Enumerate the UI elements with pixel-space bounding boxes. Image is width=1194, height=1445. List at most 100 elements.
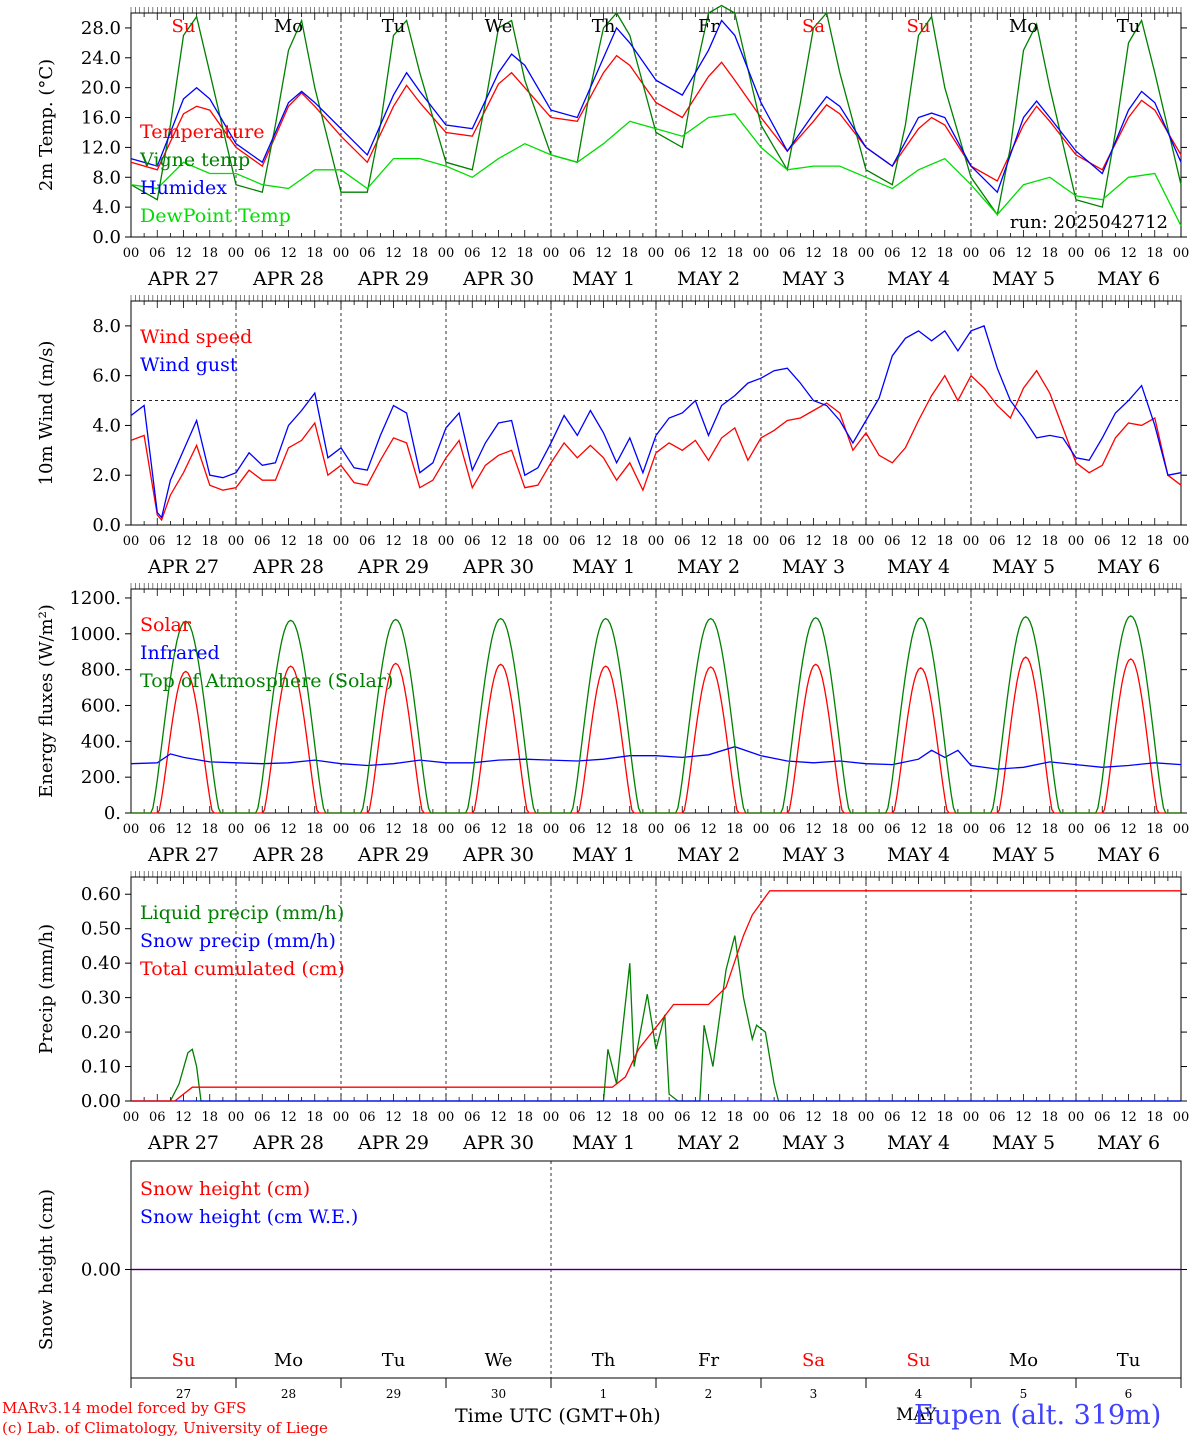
x-hour-label: 00 <box>963 822 980 837</box>
x-hour-label: 12 <box>1015 822 1032 837</box>
series-line-humidex <box>130 19 1182 194</box>
x-hour-label: 00 <box>1068 822 1085 837</box>
x-hour-label: 06 <box>989 534 1006 549</box>
x-date-label: MAY 6 <box>1097 844 1160 866</box>
legend-entry: Humidex <box>140 177 227 199</box>
legend-entry: Vigne temp <box>139 149 250 171</box>
series-line-total-cumulated-cm <box>131 890 1181 1102</box>
x-hour-label: 00 <box>1173 1110 1190 1125</box>
x-hour-label: 00 <box>648 822 665 837</box>
x-hour-label: 00 <box>438 822 455 837</box>
y-tick-label: 400. <box>81 731 121 752</box>
weekday-label: Su <box>172 16 196 37</box>
x-hour-label: 06 <box>674 822 691 837</box>
x-hour-label: 00 <box>333 534 350 549</box>
y-tick-label: 0.20 <box>81 1022 121 1043</box>
weekday-label: Tu <box>382 1350 406 1371</box>
x-hour-label: 18 <box>936 534 953 549</box>
x-hour-label: 00 <box>753 1110 770 1125</box>
x-hour-label: 00 <box>228 1110 245 1125</box>
x-hour-label: 00 <box>858 1110 875 1125</box>
y-tick-label: 20.0 <box>81 78 121 99</box>
weekday-label: Sa <box>802 1350 825 1371</box>
x-hour-label: 00 <box>753 246 770 261</box>
x-date-label: MAY 2 <box>677 268 740 290</box>
x-hour-label: 06 <box>149 1110 166 1125</box>
legend-entry: Snow height (cm W.E.) <box>140 1206 358 1228</box>
x-hour-label: 00 <box>438 246 455 261</box>
legend-entry: Total cumulated (cm) <box>140 958 345 980</box>
weekday-label: Fr <box>698 16 719 37</box>
series-line-top-of-atmosphere-solar <box>131 615 1181 814</box>
x-date-label: APR 29 <box>357 268 429 290</box>
day-number: 28 <box>281 1387 296 1401</box>
x-hour-label: 06 <box>254 1110 271 1125</box>
series-line-wind-speed <box>130 369 1182 522</box>
x-hour-label: 18 <box>306 1110 323 1125</box>
y-tick-label: 4.0 <box>92 197 121 218</box>
credit-line-1: MARv3.14 model forced by GFS <box>2 1399 247 1417</box>
y-tick-label: 2.0 <box>92 465 121 486</box>
x-hour-label: 00 <box>1068 246 1085 261</box>
x-hour-label: 00 <box>543 822 560 837</box>
x-hour-label: 00 <box>753 822 770 837</box>
x-hour-label: 12 <box>1015 246 1032 261</box>
y-tick-label: 4.0 <box>92 415 121 436</box>
x-hour-label: 18 <box>936 246 953 261</box>
x-hour-label: 12 <box>910 246 927 261</box>
x-date-label: MAY 3 <box>782 268 845 290</box>
x-hour-label: 12 <box>175 246 192 261</box>
x-hour-label: 12 <box>700 822 717 837</box>
x-hour-label: 12 <box>805 1110 822 1125</box>
time-axis-label: Time UTC (GMT+0h) <box>455 1405 661 1427</box>
x-hour-label: 00 <box>123 246 140 261</box>
x-hour-label: 00 <box>228 822 245 837</box>
x-hour-label: 06 <box>569 822 586 837</box>
x-hour-label: 06 <box>989 246 1006 261</box>
x-hour-label: 06 <box>779 822 796 837</box>
x-hour-label: 00 <box>648 246 665 261</box>
x-date-label: MAY 3 <box>782 1132 845 1154</box>
legend-entry: Wind speed <box>140 326 252 348</box>
x-hour-label: 12 <box>280 534 297 549</box>
legend-entry: Top of Atmosphere (Solar) <box>140 670 393 692</box>
x-hour-label: 06 <box>569 1110 586 1125</box>
x-hour-label: 18 <box>831 534 848 549</box>
y-tick-label: 0.00 <box>81 1260 121 1281</box>
x-hour-label: 18 <box>726 822 743 837</box>
x-hour-label: 06 <box>674 246 691 261</box>
x-date-label: APR 27 <box>147 556 219 578</box>
y-axis-title: Precip (mm/h) <box>36 924 57 1054</box>
x-hour-label: 12 <box>1120 1110 1137 1125</box>
x-hour-label: 00 <box>858 246 875 261</box>
x-date-label: MAY 3 <box>782 556 845 578</box>
legend-entry: Temperature <box>140 121 264 143</box>
x-date-label: APR 28 <box>252 268 324 290</box>
x-hour-label: 06 <box>254 822 271 837</box>
x-date-label: APR 29 <box>357 844 429 866</box>
weekday-label: Mo <box>1009 1350 1038 1371</box>
x-hour-label: 12 <box>805 822 822 837</box>
x-hour-label: 00 <box>228 534 245 549</box>
x-hour-label: 18 <box>201 246 218 261</box>
weekday-label: Th <box>592 16 616 37</box>
x-hour-label: 18 <box>831 246 848 261</box>
x-hour-label: 06 <box>359 246 376 261</box>
x-hour-label: 06 <box>464 1110 481 1125</box>
x-hour-label: 18 <box>411 822 428 837</box>
x-hour-label: 06 <box>779 534 796 549</box>
series-line-infrared <box>130 746 1182 770</box>
x-hour-label: 00 <box>438 534 455 549</box>
y-tick-label: 8.0 <box>92 167 121 188</box>
x-hour-label: 12 <box>280 822 297 837</box>
x-hour-label: 00 <box>543 534 560 549</box>
x-date-label: MAY 3 <box>782 844 845 866</box>
day-number: 29 <box>386 1387 401 1401</box>
y-tick-label: 0.30 <box>81 988 121 1009</box>
x-hour-label: 00 <box>648 534 665 549</box>
x-hour-label: 06 <box>1094 246 1111 261</box>
x-hour-label: 18 <box>1146 1110 1163 1125</box>
x-hour-label: 12 <box>1015 534 1032 549</box>
day-number: 1 <box>600 1387 608 1401</box>
